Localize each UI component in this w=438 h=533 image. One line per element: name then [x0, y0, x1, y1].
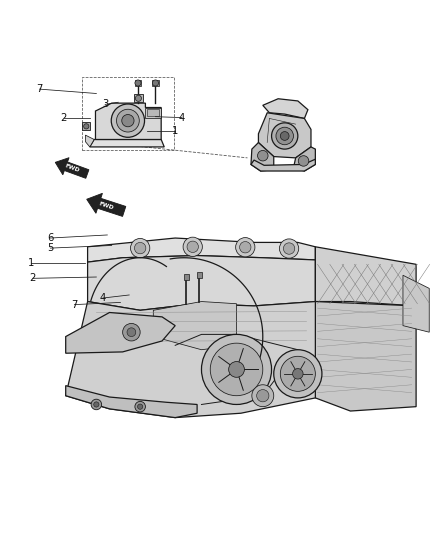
Circle shape	[298, 156, 309, 166]
Text: 5: 5	[47, 243, 53, 253]
Text: 4: 4	[179, 112, 185, 123]
Polygon shape	[88, 238, 315, 262]
Circle shape	[276, 127, 293, 145]
Polygon shape	[85, 135, 94, 147]
Circle shape	[280, 356, 315, 391]
Circle shape	[279, 239, 299, 258]
Polygon shape	[263, 99, 308, 118]
Polygon shape	[90, 140, 164, 147]
Polygon shape	[403, 275, 429, 332]
Circle shape	[117, 109, 139, 132]
Circle shape	[135, 80, 141, 86]
Circle shape	[252, 385, 274, 407]
Circle shape	[111, 104, 145, 138]
Circle shape	[131, 238, 150, 258]
Circle shape	[272, 123, 298, 149]
FancyBboxPatch shape	[152, 80, 159, 86]
Bar	[82, 77, 174, 150]
Polygon shape	[66, 302, 315, 418]
Text: 7: 7	[71, 300, 78, 310]
FancyBboxPatch shape	[197, 272, 202, 278]
Text: FWD: FWD	[99, 201, 115, 211]
Circle shape	[274, 350, 322, 398]
Text: 2: 2	[60, 112, 67, 123]
Circle shape	[201, 334, 272, 405]
Circle shape	[84, 124, 89, 129]
Circle shape	[122, 115, 134, 127]
Polygon shape	[55, 158, 89, 179]
Polygon shape	[95, 103, 161, 140]
FancyBboxPatch shape	[184, 274, 189, 280]
Polygon shape	[147, 109, 159, 116]
Text: 6: 6	[47, 233, 53, 243]
Polygon shape	[145, 108, 161, 118]
Polygon shape	[293, 147, 315, 171]
Text: 2: 2	[30, 273, 36, 284]
Circle shape	[91, 399, 102, 410]
FancyBboxPatch shape	[135, 80, 141, 86]
Circle shape	[94, 402, 99, 407]
Circle shape	[138, 404, 143, 409]
Circle shape	[293, 368, 303, 379]
Circle shape	[135, 95, 141, 101]
Polygon shape	[66, 386, 197, 418]
Circle shape	[210, 343, 263, 395]
Circle shape	[283, 243, 295, 254]
Text: FWD: FWD	[64, 164, 81, 174]
FancyBboxPatch shape	[82, 123, 90, 130]
Polygon shape	[315, 302, 416, 411]
Polygon shape	[251, 142, 274, 171]
Text: 1: 1	[28, 258, 34, 268]
Circle shape	[123, 324, 140, 341]
Circle shape	[240, 241, 251, 253]
Circle shape	[183, 237, 202, 256]
Polygon shape	[87, 193, 126, 216]
Text: 4: 4	[100, 293, 106, 303]
FancyBboxPatch shape	[134, 94, 143, 102]
Circle shape	[127, 328, 136, 336]
Text: 1: 1	[172, 126, 178, 136]
Polygon shape	[315, 247, 416, 306]
Circle shape	[257, 390, 269, 402]
Circle shape	[280, 132, 289, 140]
Circle shape	[229, 361, 244, 377]
Text: 3: 3	[102, 100, 108, 109]
Polygon shape	[251, 159, 315, 171]
Polygon shape	[88, 255, 315, 310]
Circle shape	[134, 243, 146, 254]
Text: 7: 7	[36, 84, 42, 94]
Polygon shape	[66, 312, 175, 353]
Circle shape	[187, 241, 198, 253]
Polygon shape	[258, 113, 311, 158]
Circle shape	[258, 150, 268, 161]
Circle shape	[236, 238, 255, 257]
Circle shape	[135, 401, 145, 412]
Polygon shape	[153, 302, 237, 350]
Circle shape	[152, 80, 159, 86]
